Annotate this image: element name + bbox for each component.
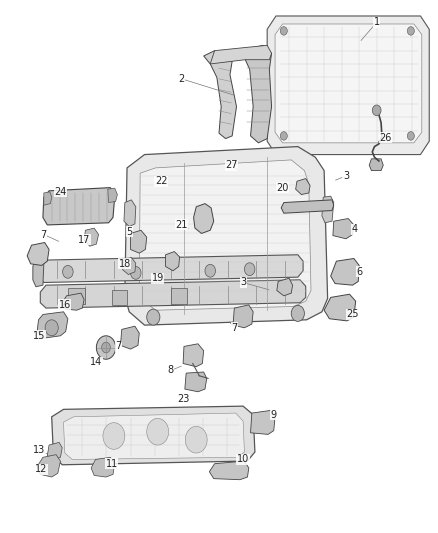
Circle shape — [205, 264, 215, 277]
Text: 14: 14 — [90, 358, 102, 367]
Circle shape — [372, 105, 381, 116]
Circle shape — [131, 266, 141, 279]
Polygon shape — [62, 293, 84, 310]
Bar — [112, 290, 127, 305]
Polygon shape — [123, 257, 136, 274]
Polygon shape — [43, 188, 115, 225]
Polygon shape — [204, 51, 237, 139]
Polygon shape — [275, 24, 422, 143]
Polygon shape — [108, 188, 117, 203]
Text: 24: 24 — [54, 187, 67, 197]
Circle shape — [407, 27, 414, 35]
Text: 7: 7 — [41, 230, 47, 239]
Polygon shape — [47, 442, 62, 459]
Circle shape — [147, 418, 169, 445]
Circle shape — [280, 27, 287, 35]
Polygon shape — [167, 175, 185, 196]
Text: 1: 1 — [374, 18, 380, 27]
Bar — [171, 288, 187, 304]
Polygon shape — [267, 16, 429, 155]
Text: 26: 26 — [379, 133, 392, 142]
Text: 19: 19 — [152, 273, 164, 283]
Polygon shape — [209, 461, 249, 480]
Circle shape — [96, 336, 116, 359]
Bar — [68, 288, 85, 304]
Text: 13: 13 — [33, 446, 46, 455]
Text: 7: 7 — [231, 323, 237, 333]
Circle shape — [291, 305, 304, 321]
Polygon shape — [322, 196, 334, 223]
Polygon shape — [281, 200, 334, 213]
Text: 2: 2 — [179, 74, 185, 84]
Circle shape — [102, 342, 110, 353]
Polygon shape — [194, 204, 214, 233]
Text: 7: 7 — [115, 342, 121, 351]
Text: 6: 6 — [356, 267, 362, 277]
Polygon shape — [64, 413, 244, 459]
Text: 25: 25 — [346, 310, 359, 319]
Polygon shape — [296, 179, 310, 195]
Polygon shape — [244, 45, 272, 143]
Text: 3: 3 — [240, 278, 246, 287]
Polygon shape — [84, 228, 99, 246]
Polygon shape — [166, 252, 180, 271]
Text: 11: 11 — [106, 459, 118, 469]
Text: 23: 23 — [177, 394, 189, 403]
Polygon shape — [185, 372, 207, 392]
Circle shape — [166, 174, 185, 197]
Text: 12: 12 — [35, 464, 48, 474]
Circle shape — [185, 426, 207, 453]
Circle shape — [280, 132, 287, 140]
Text: 20: 20 — [276, 183, 289, 192]
Polygon shape — [131, 230, 147, 253]
Polygon shape — [124, 200, 136, 227]
Polygon shape — [33, 257, 44, 287]
Polygon shape — [27, 243, 49, 265]
Text: 22: 22 — [155, 176, 167, 186]
Polygon shape — [210, 45, 272, 64]
Polygon shape — [183, 344, 204, 367]
Text: 3: 3 — [343, 171, 349, 181]
Circle shape — [170, 179, 180, 192]
Text: 27: 27 — [225, 160, 237, 170]
Polygon shape — [37, 455, 60, 477]
Polygon shape — [125, 147, 328, 325]
Polygon shape — [91, 457, 115, 477]
Circle shape — [103, 423, 125, 449]
Polygon shape — [120, 326, 139, 349]
Polygon shape — [44, 192, 52, 205]
Circle shape — [45, 320, 58, 336]
Polygon shape — [37, 312, 68, 338]
Text: 16: 16 — [59, 300, 71, 310]
Text: 9: 9 — [271, 410, 277, 419]
Circle shape — [147, 309, 160, 325]
Text: 17: 17 — [78, 235, 90, 245]
Text: 8: 8 — [168, 366, 174, 375]
Polygon shape — [251, 410, 275, 434]
Polygon shape — [239, 157, 252, 172]
Polygon shape — [233, 305, 253, 328]
Text: 10: 10 — [237, 455, 249, 464]
Polygon shape — [331, 259, 359, 285]
Circle shape — [63, 265, 73, 278]
Polygon shape — [40, 280, 306, 308]
Text: 15: 15 — [33, 331, 46, 341]
Polygon shape — [369, 159, 383, 171]
Polygon shape — [52, 406, 255, 465]
Polygon shape — [277, 278, 293, 296]
Polygon shape — [39, 255, 303, 282]
Polygon shape — [324, 294, 356, 321]
Polygon shape — [139, 160, 311, 310]
Circle shape — [407, 132, 414, 140]
Polygon shape — [333, 219, 354, 239]
Circle shape — [244, 263, 255, 276]
Text: 5: 5 — [126, 227, 132, 237]
Text: 18: 18 — [119, 259, 131, 269]
Text: 4: 4 — [352, 224, 358, 234]
Text: 21: 21 — [176, 220, 188, 230]
